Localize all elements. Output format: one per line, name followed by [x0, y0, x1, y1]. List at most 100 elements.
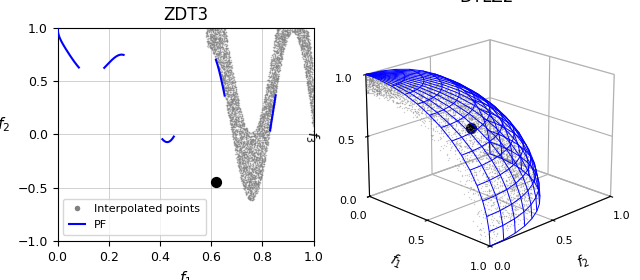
Point — [308, 113, 318, 118]
Point — [271, 48, 281, 53]
Point — [267, 86, 277, 90]
Point — [219, 67, 229, 71]
Point — [214, 69, 225, 74]
Point — [275, 51, 285, 56]
Point — [268, 104, 278, 109]
Point — [237, 152, 247, 157]
Point — [305, 84, 316, 89]
Point — [295, 39, 305, 43]
Point — [225, 125, 236, 129]
Point — [246, 139, 257, 144]
Point — [211, 42, 221, 46]
Point — [223, 60, 234, 64]
Point — [271, 51, 281, 55]
Point — [301, 50, 312, 55]
Point — [267, 105, 277, 109]
Point — [220, 76, 230, 81]
Point — [258, 103, 268, 108]
Point — [305, 81, 316, 85]
Point — [241, 130, 252, 135]
Point — [302, 36, 312, 40]
Point — [228, 100, 238, 105]
Point — [231, 102, 241, 106]
Point — [301, 66, 312, 71]
Point — [245, 165, 255, 170]
Point — [248, 134, 259, 139]
Point — [248, 140, 258, 144]
Point — [259, 106, 269, 110]
Point — [303, 39, 313, 44]
Point — [218, 83, 228, 88]
Point — [303, 46, 314, 50]
Point — [244, 187, 255, 191]
Point — [308, 90, 318, 95]
Point — [303, 34, 313, 39]
Point — [234, 142, 244, 146]
Point — [224, 81, 234, 86]
Point — [255, 123, 266, 128]
Point — [275, 32, 285, 36]
Point — [225, 115, 235, 120]
Point — [213, 55, 223, 59]
Point — [265, 123, 275, 127]
Point — [262, 140, 273, 145]
Point — [255, 162, 266, 167]
Point — [243, 157, 253, 162]
Point — [227, 120, 237, 125]
Point — [218, 80, 228, 84]
Point — [227, 110, 237, 114]
Point — [266, 60, 276, 64]
Point — [282, 32, 292, 36]
Point — [269, 35, 280, 40]
Point — [236, 122, 246, 127]
Point — [238, 181, 248, 185]
Point — [252, 151, 262, 155]
Point — [270, 97, 280, 102]
Point — [205, 45, 215, 49]
Point — [239, 180, 250, 185]
Point — [217, 29, 227, 33]
Point — [244, 185, 255, 189]
Point — [274, 52, 284, 57]
Point — [244, 181, 254, 186]
Point — [252, 131, 262, 135]
Point — [241, 130, 252, 134]
Point — [226, 80, 236, 84]
Point — [289, 26, 299, 31]
Point — [253, 147, 263, 151]
Point — [305, 64, 315, 69]
Point — [266, 74, 276, 78]
Point — [260, 157, 270, 162]
Point — [281, 29, 291, 34]
Point — [208, 43, 218, 48]
Point — [235, 108, 245, 113]
Point — [223, 101, 234, 106]
Point — [267, 76, 277, 80]
Point — [228, 139, 239, 144]
Point — [245, 187, 255, 192]
Point — [236, 140, 246, 145]
Point — [274, 45, 284, 49]
Point — [241, 192, 251, 196]
Point — [239, 142, 250, 146]
Point — [243, 194, 253, 199]
Point — [264, 104, 275, 108]
Point — [240, 143, 250, 148]
Point — [252, 170, 262, 174]
Point — [254, 180, 264, 184]
Point — [268, 91, 278, 95]
Point — [244, 144, 255, 149]
Point — [245, 139, 255, 143]
Point — [260, 104, 270, 109]
Point — [202, 44, 212, 48]
Point — [257, 143, 268, 147]
Point — [209, 46, 220, 51]
Point — [226, 119, 236, 123]
Point — [225, 83, 236, 88]
Point — [231, 90, 241, 94]
Point — [303, 39, 313, 43]
Point — [267, 66, 277, 70]
Point — [234, 161, 244, 166]
Point — [271, 46, 282, 50]
Point — [232, 144, 242, 148]
